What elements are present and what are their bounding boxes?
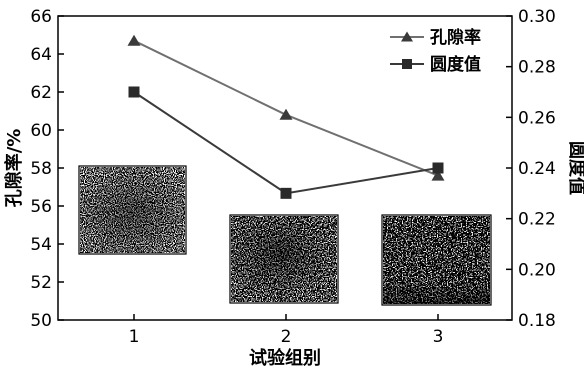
porosity-point	[279, 108, 293, 120]
left-tick-label: 52	[30, 273, 52, 293]
inset-micrograph-3	[381, 214, 492, 306]
legend-item-porosity: 孔隙率	[390, 27, 481, 48]
left-tick-label: 64	[30, 45, 52, 65]
inset-micrograph-1	[78, 165, 187, 255]
right-tick-label: 0.26	[518, 108, 556, 128]
roundness-point	[432, 162, 444, 174]
right-tick-label: 0.24	[518, 159, 556, 179]
series-layer	[127, 34, 445, 199]
left-axis-title: 孔隙率/%	[3, 129, 25, 208]
left-tick-label: 50	[30, 311, 52, 331]
right-axis-title: 圆度值	[566, 141, 584, 195]
x-axis: 1 2 3	[129, 314, 444, 347]
left-tick-label: 62	[30, 83, 52, 103]
porosity-point	[431, 169, 445, 181]
inset-micrograph-2	[229, 214, 339, 304]
legend-label-porosity: 孔隙率	[430, 27, 481, 48]
legend-triangle-marker	[401, 31, 413, 42]
right-tick-label: 0.20	[518, 260, 556, 280]
x-tick-label: 1	[129, 327, 140, 347]
porosity-point	[127, 34, 141, 46]
legend: 孔隙率 圆度值	[390, 27, 481, 75]
right-tick-label: 0.22	[518, 210, 556, 230]
right-tick-label: 0.28	[518, 58, 556, 78]
roundness-point	[128, 86, 140, 98]
right-tick-label: 0.18	[518, 311, 556, 331]
series-line-porosity	[133, 39, 439, 177]
left-tick-label: 60	[30, 121, 52, 141]
left-tick-label: 56	[30, 197, 52, 217]
legend-square-marker	[402, 59, 412, 69]
left-tick-label: 54	[30, 235, 52, 255]
x-tick-label: 2	[281, 327, 292, 347]
roundness-point	[280, 187, 292, 199]
legend-item-roundness: 圆度值	[390, 54, 481, 75]
right-axis: 0.18 0.20 0.22 0.24 0.26 0.28 0.30	[506, 7, 556, 331]
left-tick-label: 66	[30, 7, 52, 27]
x-axis-title: 试验组别	[249, 347, 321, 369]
left-axis: 50 52 54 56 58 60 62 64 66	[30, 7, 64, 331]
right-tick-label: 0.30	[518, 7, 556, 27]
left-tick-label: 58	[30, 159, 52, 179]
legend-label-roundness: 圆度值	[430, 54, 481, 75]
x-tick-label: 3	[433, 327, 444, 347]
